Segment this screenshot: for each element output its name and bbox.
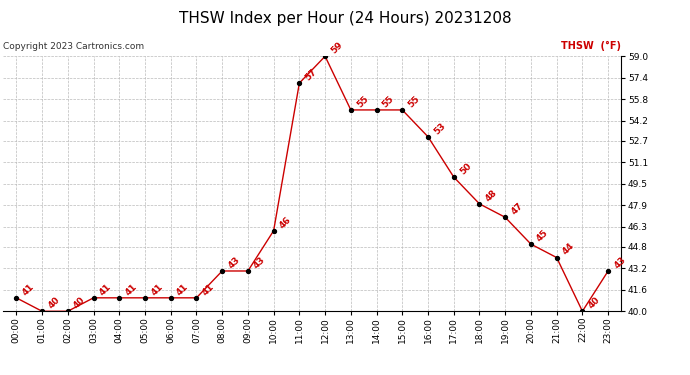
Point [525, 241, 536, 247]
Point [165, 295, 176, 301]
Point [397, 107, 408, 113]
Point [422, 134, 433, 140]
Text: 48: 48 [484, 188, 499, 203]
Point [242, 268, 253, 274]
Point [294, 80, 305, 86]
Text: 40: 40 [46, 295, 61, 310]
Point [577, 308, 588, 314]
Point [268, 228, 279, 234]
Text: THSW Index per Hour (24 Hours) 20231208: THSW Index per Hour (24 Hours) 20231208 [179, 11, 511, 26]
Point [191, 295, 202, 301]
Text: 43: 43 [612, 255, 628, 270]
Point [371, 107, 382, 113]
Text: 44: 44 [561, 242, 576, 257]
Point [602, 268, 613, 274]
Text: 40: 40 [72, 295, 87, 310]
Point [88, 295, 99, 301]
Point [551, 255, 562, 261]
Text: 43: 43 [252, 255, 267, 270]
Point [139, 295, 150, 301]
Text: 45: 45 [535, 228, 551, 243]
Text: 41: 41 [149, 282, 164, 297]
Point [62, 308, 73, 314]
Text: 41: 41 [201, 282, 216, 297]
Text: 55: 55 [406, 94, 422, 109]
Point [114, 295, 125, 301]
Text: 59: 59 [329, 40, 344, 56]
Text: THSW  (°F): THSW (°F) [561, 41, 621, 51]
Point [319, 53, 331, 59]
Text: 53: 53 [432, 121, 447, 136]
Text: 57: 57 [304, 67, 319, 82]
Point [11, 295, 22, 301]
Point [37, 308, 48, 314]
Text: 47: 47 [509, 201, 525, 216]
Text: Copyright 2023 Cartronics.com: Copyright 2023 Cartronics.com [3, 42, 145, 51]
Point [474, 201, 485, 207]
Point [217, 268, 228, 274]
Text: 40: 40 [586, 295, 602, 310]
Text: 50: 50 [458, 161, 473, 176]
Point [500, 214, 511, 220]
Text: 41: 41 [175, 282, 190, 297]
Text: 46: 46 [278, 214, 293, 230]
Text: 41: 41 [98, 282, 113, 297]
Text: 55: 55 [355, 94, 371, 109]
Text: 43: 43 [226, 255, 242, 270]
Point [448, 174, 460, 180]
Text: 41: 41 [124, 282, 139, 297]
Text: 55: 55 [381, 94, 396, 109]
Text: 41: 41 [21, 282, 36, 297]
Point [345, 107, 356, 113]
